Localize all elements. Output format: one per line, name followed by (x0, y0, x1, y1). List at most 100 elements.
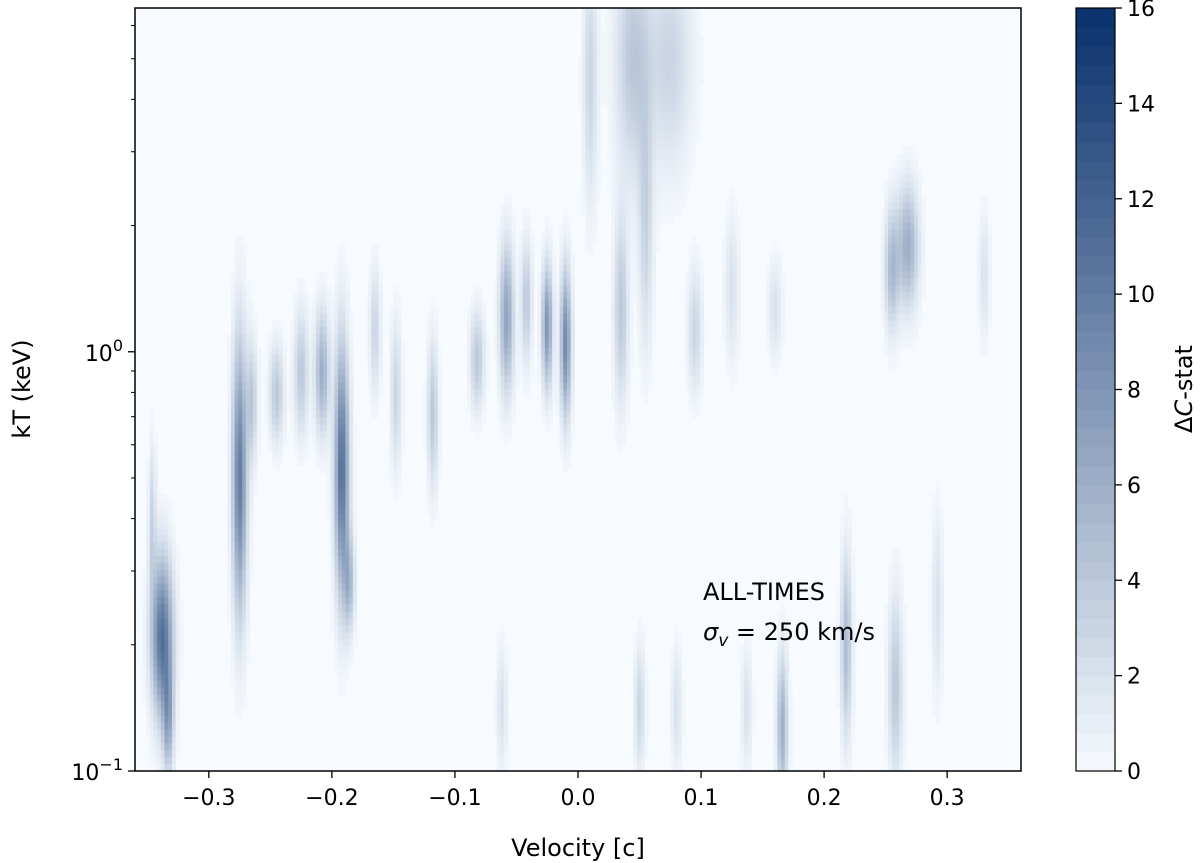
heatmap-cell (939, 680, 945, 689)
heatmap-cell (581, 70, 586, 78)
heatmap-cell (326, 334, 332, 342)
heatmap-cell (681, 98, 686, 106)
heatmap-cell (559, 424, 564, 432)
heatmap-cell (389, 424, 395, 432)
heatmap-cell (153, 500, 158, 509)
heatmap-cell (245, 493, 251, 502)
heatmap-cell (286, 396, 291, 404)
heatmap-cell (781, 694, 786, 703)
heatmap-cell (530, 354, 535, 363)
heatmap-cell (888, 653, 893, 661)
heatmap-cell (179, 597, 184, 606)
heatmap-cell (640, 361, 646, 370)
heatmap-cell (326, 403, 332, 411)
heatmap-cell (349, 417, 354, 425)
heatmap-cell (334, 424, 339, 432)
heatmap-cell (655, 236, 660, 245)
heatmap-cell (334, 451, 339, 460)
heatmap-cell (655, 160, 660, 169)
heatmap-cell (544, 424, 550, 432)
heatmap-cell (618, 202, 623, 210)
heatmap-cell (234, 334, 239, 342)
heatmap-cell (341, 313, 347, 321)
heatmap-cell (434, 486, 439, 495)
heatmap-cell (773, 271, 778, 280)
heatmap-cell (640, 105, 646, 113)
heatmap-cell (467, 354, 472, 363)
heatmap-cell (840, 660, 845, 668)
heatmap-cell (149, 528, 155, 536)
heatmap-cell (891, 285, 897, 293)
heatmap-cell (338, 549, 343, 557)
heatmap-cell (482, 375, 487, 384)
heatmap-cell (171, 604, 177, 613)
heatmap-cell (880, 320, 886, 328)
heatmap-cell (677, 105, 682, 113)
heatmap-cell (430, 500, 435, 509)
heatmap-cell (304, 451, 310, 460)
heatmap-cell (168, 680, 173, 689)
heatmap-cell (338, 666, 343, 675)
heatmap-cell (146, 687, 151, 696)
heatmap-cell (625, 8, 631, 16)
heatmap-cell (326, 389, 332, 398)
heatmap-cell (349, 583, 354, 592)
heatmap-cell (234, 493, 239, 502)
heatmap-cell (397, 396, 402, 404)
heatmap-cell (614, 424, 620, 432)
heatmap-cell (696, 63, 701, 72)
heatmap-cell (585, 118, 590, 127)
heatmap-cell (555, 271, 561, 280)
heatmap-cell (330, 472, 335, 481)
heatmap-cell (238, 687, 243, 696)
heatmap-cell (334, 299, 339, 307)
heatmap-cell (330, 625, 335, 633)
heatmap-cell (987, 264, 993, 273)
heatmap-cell (688, 77, 694, 85)
heatmap-cell (976, 313, 981, 321)
heatmap-cell (371, 347, 376, 356)
heatmap-cell (341, 660, 347, 668)
heatmap-cell (566, 354, 572, 363)
heatmap-cell (478, 417, 483, 425)
heatmap-cell (670, 70, 675, 78)
heatmap-cell (541, 236, 546, 245)
heatmap-cell (651, 8, 657, 16)
heatmap-cell (648, 250, 653, 259)
heatmap-cell (888, 236, 893, 245)
heatmap-cell (544, 368, 550, 377)
heatmap-cell (149, 604, 155, 613)
heatmap-cell (297, 327, 302, 335)
heatmap-cell (552, 340, 557, 349)
heatmap-cell (651, 174, 657, 183)
heatmap-cell (902, 257, 908, 266)
heatmap-cell (596, 91, 601, 99)
heatmap-cell (640, 181, 646, 189)
heatmap-cell (662, 202, 668, 210)
heatmap-cell (592, 112, 598, 120)
heatmap-cell (559, 285, 564, 293)
heatmap-cell (692, 396, 697, 404)
heatmap-cell (234, 424, 239, 432)
heatmap-cell (334, 521, 339, 529)
heatmap-cell (625, 132, 631, 141)
heatmap-cell (326, 382, 332, 391)
heatmap-cell (673, 63, 679, 72)
heatmap-cell (349, 507, 354, 515)
heatmap-cell (478, 368, 483, 377)
heatmap-cell (315, 368, 321, 377)
heatmap-cell (301, 285, 306, 293)
heatmap-cell (330, 424, 335, 432)
heatmap-cell (677, 77, 682, 85)
heatmap-cell (552, 299, 557, 307)
heatmap-cell (500, 278, 505, 287)
heatmap-cell (781, 625, 786, 633)
heatmap-cell (618, 361, 623, 370)
heatmap-cell (895, 569, 900, 578)
heatmap-cell (227, 451, 232, 460)
heatmap-cell (160, 687, 166, 696)
heatmap-cell (637, 618, 642, 626)
heatmap-cell (836, 687, 841, 696)
heatmap-cell (622, 438, 627, 446)
heatmap-cell (633, 639, 638, 647)
